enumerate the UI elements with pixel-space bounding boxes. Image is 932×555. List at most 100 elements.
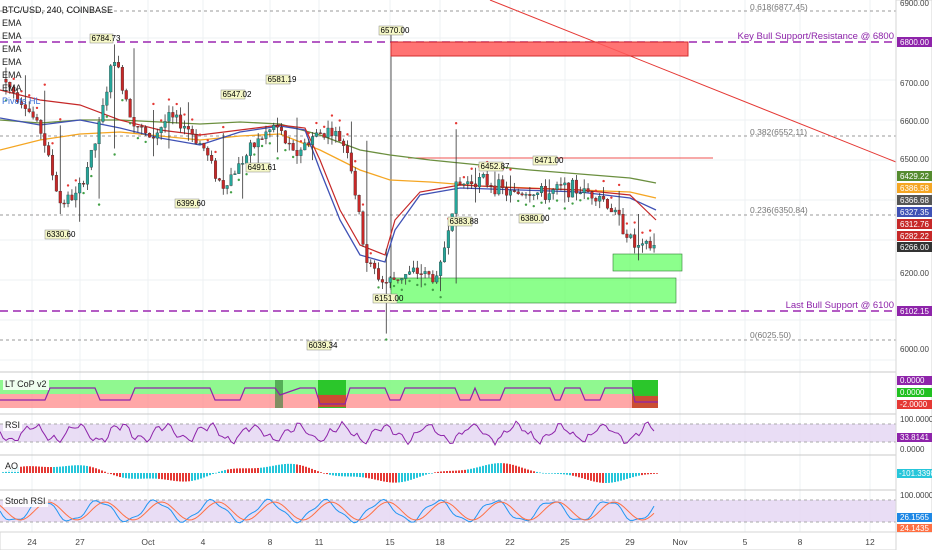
candle[interactable] <box>454 181 458 214</box>
candle[interactable] <box>190 128 194 135</box>
candle[interactable] <box>74 192 78 201</box>
indicator-pivots[interactable]: Pivots HL <box>2 96 41 106</box>
candle[interactable] <box>540 186 544 194</box>
candle[interactable] <box>144 127 148 134</box>
candle[interactable] <box>264 131 268 139</box>
candles-layer[interactable] <box>4 44 656 334</box>
candle[interactable] <box>345 145 349 154</box>
candle[interactable] <box>221 180 225 189</box>
candle[interactable] <box>124 90 128 100</box>
candle[interactable] <box>571 179 575 198</box>
candle[interactable] <box>8 82 12 88</box>
candle[interactable] <box>151 137 155 139</box>
candle[interactable] <box>485 174 489 186</box>
candle[interactable] <box>23 104 27 109</box>
candle[interactable] <box>43 133 47 146</box>
candle[interactable] <box>408 271 412 275</box>
candle[interactable] <box>35 117 39 121</box>
candle[interactable] <box>415 267 419 274</box>
candle[interactable] <box>598 196 602 202</box>
candle[interactable] <box>93 143 97 151</box>
candle[interactable] <box>322 133 326 138</box>
candle[interactable] <box>105 91 109 106</box>
candle[interactable] <box>431 274 435 283</box>
candle[interactable] <box>446 230 450 248</box>
candle[interactable] <box>590 191 594 199</box>
candle[interactable] <box>392 277 396 280</box>
candle[interactable] <box>520 193 524 196</box>
candle[interactable] <box>442 247 446 263</box>
candle[interactable] <box>163 121 167 128</box>
indicator-ema-3[interactable]: EMA <box>2 44 22 54</box>
candle[interactable] <box>225 185 229 189</box>
candle[interactable] <box>357 195 361 212</box>
candle[interactable] <box>594 198 598 202</box>
candle[interactable] <box>644 240 648 244</box>
rsi-panel-label[interactable]: RSI <box>3 420 23 431</box>
resistance-zone[interactable] <box>390 41 689 57</box>
descending-trendline[interactable] <box>489 0 896 163</box>
candle[interactable] <box>470 181 474 185</box>
candle[interactable] <box>342 140 346 146</box>
candle[interactable] <box>547 193 551 200</box>
candle[interactable] <box>477 177 481 188</box>
candle[interactable] <box>58 190 62 204</box>
candle[interactable] <box>555 184 559 190</box>
candle[interactable] <box>287 142 291 145</box>
candle[interactable] <box>19 101 23 105</box>
ao-panel-label[interactable]: AO <box>3 461 21 472</box>
candle[interactable] <box>524 194 528 196</box>
candle[interactable] <box>551 189 555 194</box>
candle[interactable] <box>559 184 563 186</box>
candle[interactable] <box>279 127 283 131</box>
candle[interactable] <box>97 121 101 145</box>
price-axis[interactable] <box>895 0 932 533</box>
candle[interactable] <box>237 163 241 174</box>
candle[interactable] <box>318 132 322 134</box>
candle[interactable] <box>217 178 221 181</box>
candle[interactable] <box>109 65 113 93</box>
candle[interactable] <box>508 190 512 196</box>
candle[interactable] <box>128 99 132 118</box>
candle[interactable] <box>419 273 423 275</box>
stoch-panel[interactable] <box>0 498 896 524</box>
cop-panel-label[interactable]: LT CoP v2 <box>3 379 49 390</box>
candle[interactable] <box>47 145 51 156</box>
candle[interactable] <box>101 105 105 122</box>
candle[interactable] <box>501 179 505 188</box>
candle[interactable] <box>574 179 578 194</box>
candle[interactable] <box>27 108 31 112</box>
candle[interactable] <box>536 192 540 195</box>
candle[interactable] <box>380 279 384 283</box>
ao-histogram[interactable] <box>2 463 658 483</box>
candle[interactable] <box>648 240 652 249</box>
candle[interactable] <box>229 174 233 186</box>
indicator-ema-5[interactable]: EMA <box>2 70 22 80</box>
candle[interactable] <box>377 268 381 280</box>
candle[interactable] <box>78 183 82 194</box>
candle[interactable] <box>516 191 520 194</box>
candle[interactable] <box>140 126 144 128</box>
candle[interactable] <box>175 114 179 118</box>
candle[interactable] <box>481 174 485 178</box>
candle[interactable] <box>637 245 641 248</box>
candle[interactable] <box>582 188 586 194</box>
indicator-ema-1[interactable]: EMA <box>2 18 22 28</box>
candle[interactable] <box>466 181 470 185</box>
candle[interactable] <box>299 149 303 156</box>
candle[interactable] <box>512 190 516 192</box>
candle[interactable] <box>171 112 175 118</box>
candle[interactable] <box>338 131 342 142</box>
candle[interactable] <box>198 142 202 145</box>
candle[interactable] <box>563 182 567 186</box>
candle[interactable] <box>365 244 369 263</box>
candle[interactable] <box>89 149 93 168</box>
candle[interactable] <box>66 194 70 204</box>
candle[interactable] <box>210 155 214 161</box>
candle[interactable] <box>613 209 617 213</box>
candle[interactable] <box>233 173 237 175</box>
indicator-ema-6[interactable]: EMA <box>2 83 22 93</box>
support-zone-small[interactable] <box>612 253 683 272</box>
